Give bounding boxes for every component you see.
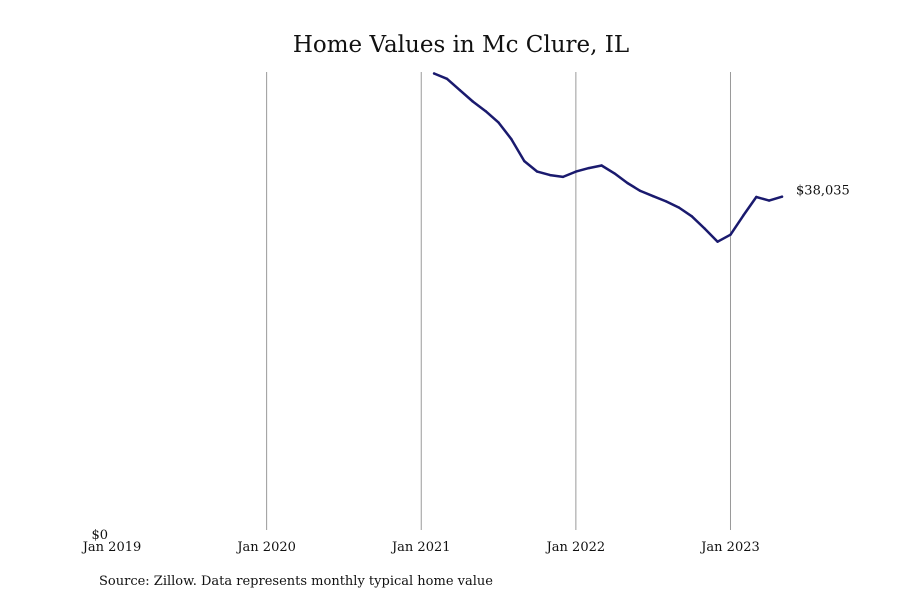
data-point-2021-09 (523, 159, 526, 163)
x-tick-label-2022: Jan 2022 (545, 540, 606, 555)
data-point-2022-09 (677, 206, 681, 209)
data-point-2022-02 (587, 166, 590, 170)
data-point-2021-07 (497, 121, 500, 124)
chart-title: Home Values in Mc Clure, IL (293, 32, 629, 58)
data-point-2021-05 (471, 100, 474, 103)
end-value-label: $38,035 (796, 184, 850, 199)
data-point-2023-04 (767, 199, 771, 202)
data-point-2022-10 (690, 215, 693, 218)
x-tick-label-2019: Jan 2019 (81, 540, 142, 555)
data-point-2021-06 (484, 110, 487, 113)
x-tick-label-2020: Jan 2020 (235, 540, 296, 555)
y-tick-label-0: $0 (91, 528, 108, 543)
data-point-2022-05 (626, 181, 629, 185)
data-point-2022-12 (716, 240, 719, 243)
data-point-2022-03 (600, 164, 603, 167)
source-note: Source: Zillow. Data represents monthly … (99, 574, 493, 589)
y-axis-ticks: $0 (91, 528, 108, 543)
data-point-2021-10 (536, 170, 539, 173)
data-point-2022-06 (639, 189, 642, 193)
data-point-2022-08 (664, 200, 668, 203)
data-point-2022-04 (613, 172, 616, 175)
data-point-2021-04 (458, 89, 462, 92)
series-line-0 (432, 72, 784, 243)
data-point-2021-11 (548, 173, 552, 177)
x-axis-ticks: Jan 2019 Jan 2020 Jan 2021 Jan 2022 Jan 2023 (81, 540, 760, 555)
series-layer: $38,035 (432, 72, 850, 243)
data-point-2021-03 (445, 77, 449, 81)
x-tick-label-2023: Jan 2023 (699, 540, 760, 555)
data-point-2022-07 (652, 195, 655, 198)
data-point-2023-02 (742, 214, 745, 217)
data-point-2022-11 (703, 227, 706, 230)
x-tick-label-2021: Jan 2021 (390, 540, 451, 555)
data-point-2023-05 (780, 195, 784, 198)
data-point-2021-12 (561, 175, 565, 179)
data-point-2022-01 (574, 170, 578, 173)
data-point-2021-08 (510, 138, 513, 141)
grid-lines (266, 72, 731, 530)
data-point-2023-03 (755, 195, 758, 199)
data-point-2023-01 (729, 233, 732, 236)
data-point-2021-02 (432, 72, 436, 75)
